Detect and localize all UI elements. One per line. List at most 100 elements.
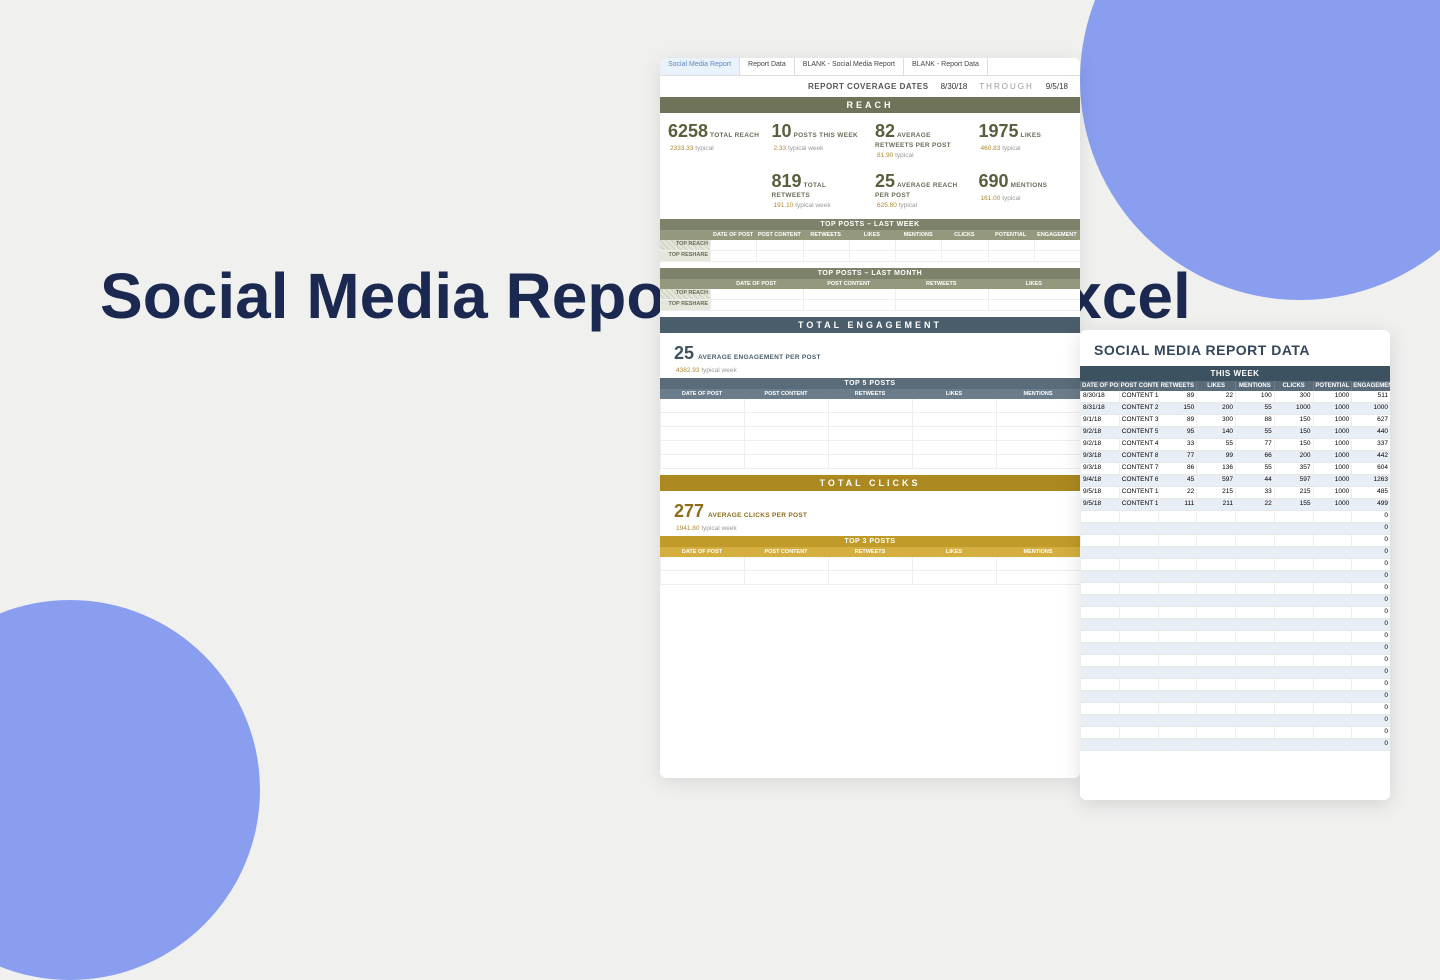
coverage-end: 9/5/18 — [1046, 82, 1068, 91]
table-row: 0 — [1080, 619, 1390, 631]
column-header: DATE OF POST — [660, 389, 744, 399]
table-row: 0 — [1080, 703, 1390, 715]
column-header: CLICKS — [941, 230, 987, 240]
table-row: 0 — [1080, 643, 1390, 655]
table-row — [660, 441, 1080, 455]
column-header: LIKES — [988, 279, 1081, 289]
column-header: LIKES — [1196, 381, 1235, 391]
sheet-report: Social Media ReportReport DataBLANK - So… — [660, 58, 1080, 778]
table-row: 9/5/18CONTENT 1122215332151000485 — [1080, 487, 1390, 499]
column-header: CLICKS — [1274, 381, 1313, 391]
table-row: 9/1/18CONTENT 389300881501000627 — [1080, 415, 1390, 427]
table-row: TOP REACH — [660, 289, 1080, 300]
top3-band: TOP 3 POSTS — [660, 536, 1080, 547]
table-row — [660, 557, 1080, 571]
table-row — [660, 413, 1080, 427]
table-row: TOP RESHARE — [660, 251, 1080, 262]
table-row: 8/30/18CONTENT 189221003001000511 — [1080, 391, 1390, 403]
sheet2-band: THIS WEEK — [1080, 366, 1390, 381]
table-row: 0 — [1080, 595, 1390, 607]
top-month-header: DATE OF POSTPOST CONTENTRETWEETSLIKES — [660, 279, 1080, 289]
sheet2-rows: 8/30/18CONTENT 1892210030010005118/31/18… — [1080, 391, 1390, 751]
column-header: RETWEETS — [828, 389, 912, 399]
table-row: 0 — [1080, 667, 1390, 679]
coverage-start: 8/30/18 — [941, 82, 968, 91]
metric: 10POSTS THIS WEEK2.33 typical week — [768, 121, 870, 159]
clicks-label: AVERAGE CLICKS PER POST — [708, 512, 807, 519]
metric: 819TOTAL RETWEETS191.10 typical week — [768, 171, 870, 209]
coverage-row: REPORT COVERAGE DATES 8/30/18 THROUGH 9/… — [660, 76, 1080, 97]
table-row: 0 — [1080, 571, 1390, 583]
column-header: DATE OF POST — [710, 279, 803, 289]
column-header: POTENTIAL — [1313, 381, 1352, 391]
table-row: 0 — [1080, 511, 1390, 523]
top-posts-week-band: TOP POSTS – LAST WEEK — [660, 219, 1080, 230]
table-row: 0 — [1080, 691, 1390, 703]
column-header: MENTIONS — [1235, 381, 1274, 391]
table-row: 0 — [1080, 523, 1390, 535]
engagement-value: 25 — [674, 343, 694, 363]
column-header: POST CONTENT — [1119, 381, 1158, 391]
column-header — [660, 230, 710, 240]
reach-band: REACH — [660, 97, 1080, 113]
reach-metrics-row1: 6258TOTAL REACH2333.33 typical10POSTS TH… — [660, 113, 1080, 163]
metric: 690MENTIONS161.00 typical — [975, 171, 1077, 209]
table-row: 0 — [1080, 607, 1390, 619]
top3-header: DATE OF POSTPOST CONTENTRETWEETSLIKESMEN… — [660, 547, 1080, 557]
sheet-data: SOCIAL MEDIA REPORT DATA THIS WEEK DATE … — [1080, 330, 1390, 800]
table-row: TOP REACH — [660, 240, 1080, 251]
table-row: 0 — [1080, 631, 1390, 643]
metric: 25AVERAGE REACH PER POST625.80 typical — [871, 171, 973, 209]
table-row: 9/5/18CONTENT 19111211221551000499 — [1080, 499, 1390, 511]
table-row: 9/3/18CONTENT 786136553571000604 — [1080, 463, 1390, 475]
metric: 1975LIKES460.83 typical — [975, 121, 1077, 159]
column-header — [660, 279, 710, 289]
metric: 82AVERAGE RETWEETS PER POST81.90 typical — [871, 121, 973, 159]
column-header: MENTIONS — [996, 547, 1080, 557]
table-row — [660, 455, 1080, 469]
sheet2-header: DATE OF POSTPOST CONTENTRETWEETSLIKESMEN… — [1080, 381, 1390, 391]
table-row: 0 — [1080, 739, 1390, 751]
table-row: TOP RESHARE — [660, 300, 1080, 311]
column-header: POST CONTENT — [756, 230, 802, 240]
column-header: LIKES — [849, 230, 895, 240]
top5-header: DATE OF POSTPOST CONTENTRETWEETSLIKESMEN… — [660, 389, 1080, 399]
metric: 6258TOTAL REACH2333.33 typical — [664, 121, 766, 159]
tab-3[interactable]: BLANK - Report Data — [904, 58, 988, 75]
tab-2[interactable]: BLANK - Social Media Report — [795, 58, 904, 75]
table-row: 9/3/18CONTENT 87799662001000442 — [1080, 451, 1390, 463]
table-row: 9/2/18CONTENT 595140551501000440 — [1080, 427, 1390, 439]
column-header: DATE OF POST — [710, 230, 756, 240]
table-row: 0 — [1080, 655, 1390, 667]
workspace: Social Media ReportReport DataBLANK - So… — [660, 58, 1380, 778]
table-row: 0 — [1080, 547, 1390, 559]
clicks-band: TOTAL CLICKS — [660, 475, 1080, 491]
table-row: 0 — [1080, 535, 1390, 547]
table-row: 9/4/18CONTENT 6455974459710001263 — [1080, 475, 1390, 487]
table-row: 0 — [1080, 583, 1390, 595]
table-row: 0 — [1080, 559, 1390, 571]
tab-0[interactable]: Social Media Report — [660, 58, 740, 75]
engagement-band: TOTAL ENGAGEMENT — [660, 317, 1080, 333]
engagement-metric: 25 AVERAGE ENGAGEMENT PER POST 4382.93 t… — [660, 333, 1080, 378]
column-header: LIKES — [912, 547, 996, 557]
clicks-value: 277 — [674, 501, 704, 521]
column-header: POST CONTENT — [744, 389, 828, 399]
table-row: 0 — [1080, 727, 1390, 739]
column-header: ENGAGEMENT — [1034, 230, 1080, 240]
reach-metrics-row2: 819TOTAL RETWEETS191.10 typical week25AV… — [660, 163, 1080, 213]
column-header: POST CONTENT — [744, 547, 828, 557]
clicks-metric: 277 AVERAGE CLICKS PER POST 1941.80 typi… — [660, 491, 1080, 536]
table-row — [660, 427, 1080, 441]
column-header: DATE OF POST — [660, 547, 744, 557]
table-row — [660, 399, 1080, 413]
table-row: 0 — [1080, 715, 1390, 727]
column-header: POST CONTENT — [803, 279, 896, 289]
tab-1[interactable]: Report Data — [740, 58, 795, 75]
column-header: RETWEETS — [1158, 381, 1197, 391]
tab-bar: Social Media ReportReport DataBLANK - So… — [660, 58, 1080, 76]
coverage-label: REPORT COVERAGE DATES — [808, 82, 929, 91]
column-header: RETWEETS — [828, 547, 912, 557]
engagement-label: AVERAGE ENGAGEMENT PER POST — [698, 354, 821, 361]
column-header: RETWEETS — [803, 230, 849, 240]
